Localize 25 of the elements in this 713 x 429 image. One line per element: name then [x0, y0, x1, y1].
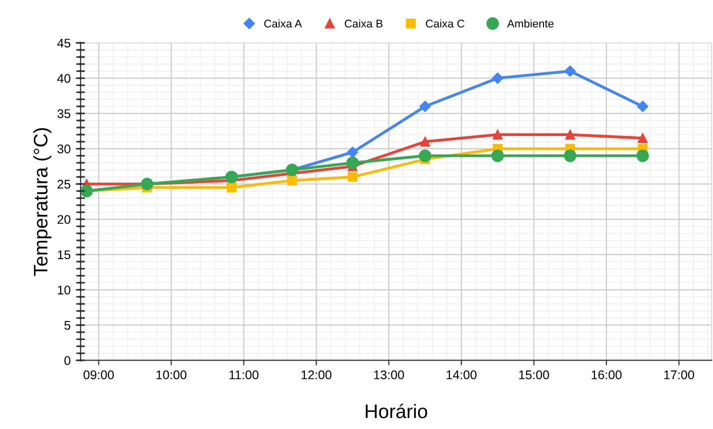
x-tick-label: 14:00: [446, 370, 476, 380]
x-tick-label: 16:00: [592, 370, 622, 380]
y-tick-label: 30: [57, 144, 70, 154]
y-tick-label: 10: [58, 286, 70, 294]
legend-label: Ambiente: [507, 19, 554, 28]
y-tick-label: 35: [57, 109, 70, 118]
x-tick-label: 10:00: [156, 370, 186, 380]
y-tick-label: 25: [58, 180, 70, 189]
legend-label: Caixa A: [264, 19, 302, 28]
y-tick-label: 20: [58, 215, 70, 224]
y-axis-title: Temperatura (°C): [33, 128, 52, 276]
x-tick-label: 17:00: [664, 370, 694, 380]
x-tick-label: 11:00: [230, 370, 258, 380]
y-tick-label: 0: [64, 356, 70, 366]
legend-label: Caixa C: [426, 19, 464, 28]
x-tick-label: 12:00: [302, 370, 332, 380]
x-tick-label: 09:00: [84, 370, 114, 380]
legend-label: Caixa B: [344, 19, 383, 28]
x-axis-title: Horário: [366, 404, 428, 418]
x-tick-label: 13:00: [374, 370, 404, 380]
y-tick-label: 5: [64, 321, 70, 330]
y-tick-label: 45: [57, 38, 70, 48]
y-tick-label: 40: [57, 74, 70, 83]
x-tick-label: 15:00: [519, 370, 550, 380]
y-tick-label: 15: [58, 250, 70, 260]
